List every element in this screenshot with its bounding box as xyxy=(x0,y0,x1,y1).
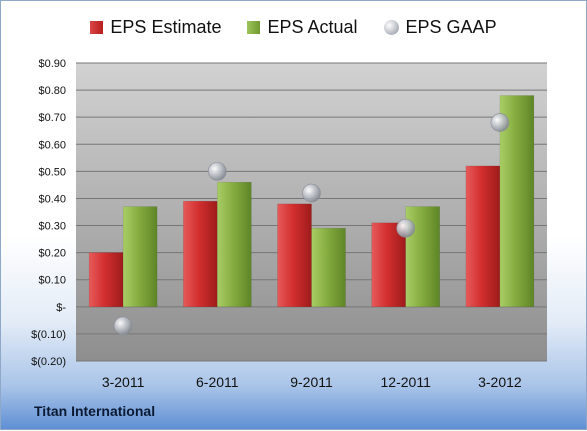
bar-eps-estimate xyxy=(465,165,501,308)
legend-label-estimate: EPS Estimate xyxy=(110,17,222,37)
y-tick-label: $0.20 xyxy=(38,248,66,260)
bar-eps-estimate xyxy=(277,203,312,308)
y-tick-label: $(0.10) xyxy=(31,329,66,341)
x-category-label: 12-2011 xyxy=(381,374,432,390)
footer-company-name: Titan International xyxy=(34,403,156,419)
y-tick-label: $(0.20) xyxy=(31,356,66,368)
bar-eps-actual xyxy=(311,228,346,308)
marker-eps-gaap xyxy=(396,218,416,238)
y-tick-label: $- xyxy=(56,302,66,314)
legend-item-eps-actual: EPS Actual xyxy=(247,17,358,38)
legend-label-gaap: EPS GAAP xyxy=(405,17,497,37)
y-tick-label: $0.90 xyxy=(38,58,66,70)
y-tick-label: $0.10 xyxy=(38,275,66,287)
marker-eps-gaap xyxy=(113,316,133,336)
bar-eps-estimate xyxy=(183,200,218,308)
bar-eps-estimate xyxy=(371,222,406,308)
y-tick-label: $0.50 xyxy=(38,166,66,178)
y-tick-label: $0.30 xyxy=(38,221,66,233)
y-tick-label: $0.60 xyxy=(38,139,66,151)
marker-eps-gaap xyxy=(302,183,321,203)
x-category-label: 6-2011 xyxy=(196,374,239,390)
legend-swatch-gaap xyxy=(383,20,399,35)
legend: EPS Estimate EPS Actual EPS GAAP xyxy=(1,17,586,38)
legend-item-eps-gaap: EPS GAAP xyxy=(383,17,497,38)
bar-eps-actual xyxy=(499,95,535,308)
x-category-label: 3-2011 xyxy=(102,374,145,390)
legend-swatch-actual xyxy=(247,21,261,34)
y-tick-label: $0.70 xyxy=(38,112,66,124)
bar-eps-estimate xyxy=(88,252,124,308)
bar-eps-actual xyxy=(122,206,158,308)
legend-swatch-estimate xyxy=(90,21,104,34)
y-tick-label: $0.40 xyxy=(38,193,66,205)
x-category-label: 9-2011 xyxy=(290,374,333,390)
marker-eps-gaap xyxy=(208,162,227,181)
legend-item-eps-estimate: EPS Estimate xyxy=(90,17,221,38)
legend-label-actual: EPS Actual xyxy=(267,17,358,37)
bar-eps-actual xyxy=(217,181,252,308)
y-tick-label: $0.80 xyxy=(38,85,66,97)
marker-eps-gaap xyxy=(490,113,510,132)
x-category-label: 3-2012 xyxy=(478,374,522,390)
